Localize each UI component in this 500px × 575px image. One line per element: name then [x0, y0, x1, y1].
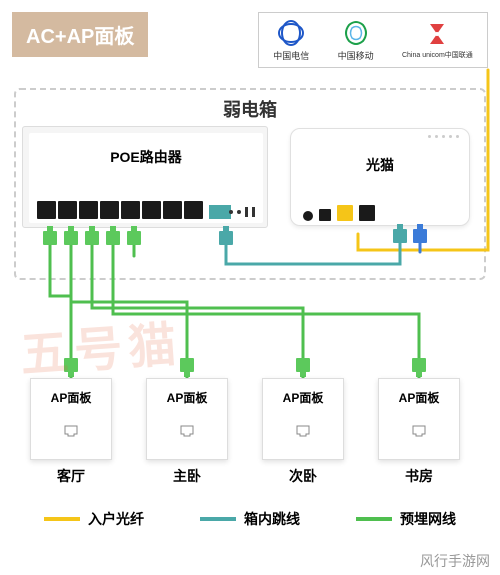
ap-panel: AP面板	[262, 378, 344, 460]
ap-panel-label: AP面板	[51, 389, 92, 406]
modem-ports	[303, 205, 375, 221]
poe-router-label: POE路由器	[29, 147, 263, 167]
title-badge: AC+AP面板	[12, 12, 148, 57]
legend-label: 预埋网线	[400, 509, 456, 529]
background-watermark: 五号猫	[18, 304, 185, 385]
unicom-icon	[422, 20, 452, 48]
telecom-icon	[276, 19, 306, 47]
ap-panel: AP面板	[378, 378, 460, 460]
legend-label: 箱内跳线	[244, 509, 300, 529]
carrier-unicom-label: China unicom中国联通	[402, 50, 473, 60]
modem-port	[303, 211, 313, 221]
poe-ports	[37, 201, 231, 219]
poe-aux-ports	[229, 207, 255, 217]
poe-eth-port	[121, 201, 140, 219]
poe-sfp-port	[209, 205, 231, 219]
rj45-connector	[219, 226, 233, 246]
room-label: 客厅	[30, 466, 112, 486]
carrier-mobile-label: 中国移动	[338, 49, 374, 62]
ap-panel: AP面板	[146, 378, 228, 460]
legend-swatch	[356, 517, 392, 521]
rj45-connector	[412, 358, 426, 378]
rj45-connector	[127, 226, 141, 246]
poe-eth-port	[58, 201, 77, 219]
ap-port-icon	[295, 424, 311, 438]
ap-panel: AP面板	[30, 378, 112, 460]
poe-eth-port	[163, 201, 182, 219]
optical-modem-device: 光猫	[290, 128, 470, 226]
room-label: 次卧	[262, 466, 344, 486]
poe-eth-port	[100, 201, 119, 219]
room-label: 书房	[378, 466, 460, 486]
poe-eth-port	[79, 201, 98, 219]
footer-watermark: 风行手游网	[420, 551, 490, 571]
rj45-connector	[296, 358, 310, 378]
modem-leds	[428, 135, 459, 138]
rj45-connector	[413, 224, 427, 244]
rj45-connector	[180, 358, 194, 378]
poe-router-face: POE路由器	[29, 133, 263, 223]
room-label: 主卧	[146, 466, 228, 486]
poe-eth-port	[142, 201, 161, 219]
carrier-mobile: 中国移动	[338, 19, 374, 62]
modem-label: 光猫	[291, 155, 469, 175]
carrier-logos-box: 中国电信 中国移动 China unicom中国联通	[258, 12, 488, 68]
modem-port	[319, 209, 331, 221]
legend-swatch	[200, 517, 236, 521]
weak-box-title: 弱电箱	[16, 96, 484, 122]
rj45-connector	[393, 224, 407, 244]
ap-port-icon	[179, 424, 195, 438]
legend-row: 入户光纤 箱内跳线 预埋网线	[0, 509, 500, 529]
legend-item: 箱内跳线	[200, 509, 300, 529]
modem-port	[359, 205, 375, 221]
rj45-connector	[64, 226, 78, 246]
legend-label: 入户光纤	[88, 509, 144, 529]
poe-eth-port	[37, 201, 56, 219]
carrier-telecom-label: 中国电信	[273, 49, 309, 62]
poe-router-device: POE路由器	[22, 126, 268, 228]
diagram-container: AC+AP面板 中国电信 中国移动 China unicom中国联通 弱电箱 P…	[0, 0, 500, 575]
legend-item: 入户光纤	[44, 509, 144, 529]
carrier-unicom: China unicom中国联通	[402, 20, 473, 60]
rj45-connector	[85, 226, 99, 246]
mobile-icon	[341, 19, 371, 47]
carrier-telecom: 中国电信	[273, 19, 309, 62]
header-row: AC+AP面板 中国电信 中国移动 China unicom中国联通	[0, 12, 500, 72]
ap-port-icon	[411, 424, 427, 438]
rj45-connector	[43, 226, 57, 246]
rj45-connector	[64, 358, 78, 378]
poe-eth-port	[184, 201, 203, 219]
ap-port-icon	[63, 424, 79, 438]
rj45-connector	[106, 226, 120, 246]
wiring-layer	[0, 0, 500, 575]
ap-panel-label: AP面板	[283, 389, 324, 406]
legend-item: 预埋网线	[356, 509, 456, 529]
ap-panel-label: AP面板	[167, 389, 208, 406]
ap-panel-label: AP面板	[399, 389, 440, 406]
legend-swatch	[44, 517, 80, 521]
modem-port	[337, 205, 353, 221]
